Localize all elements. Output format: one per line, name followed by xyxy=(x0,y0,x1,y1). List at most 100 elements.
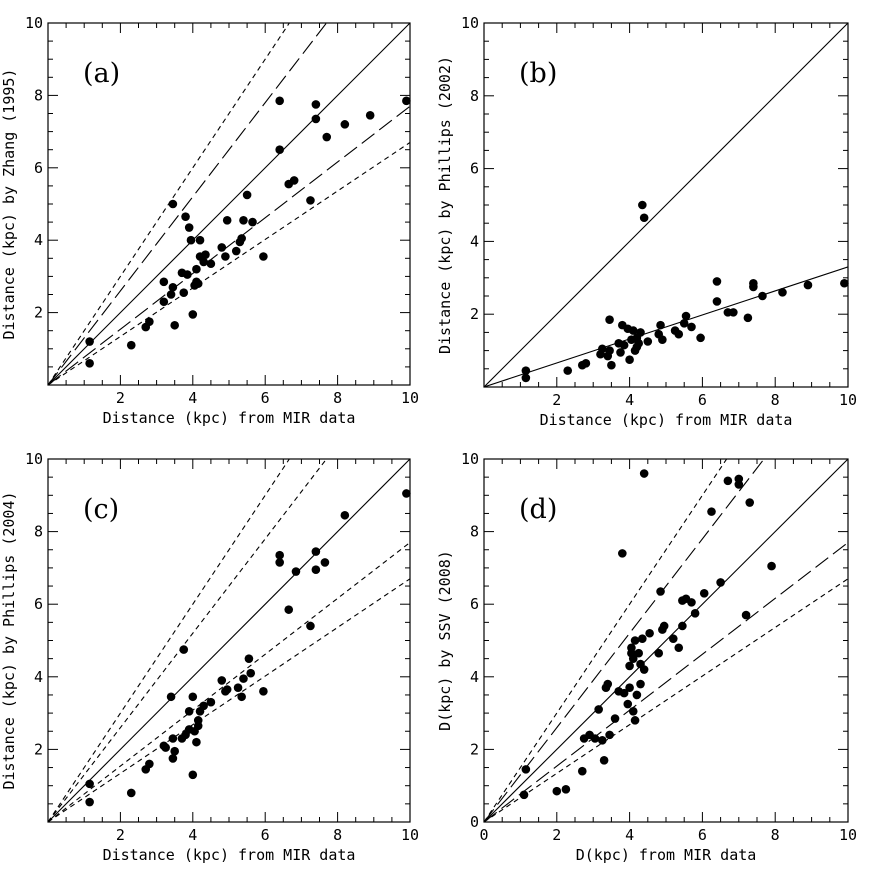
y-tick-label: 10 xyxy=(25,450,43,468)
data-point xyxy=(743,313,753,323)
data-point xyxy=(239,674,248,683)
y-tick-label: 10 xyxy=(461,450,479,468)
x-tick-label: 6 xyxy=(698,826,707,844)
data-point xyxy=(607,360,616,370)
y-tick-label: 8 xyxy=(470,523,479,541)
data-point xyxy=(183,270,192,279)
data-point xyxy=(259,252,268,261)
data-point xyxy=(519,790,529,800)
x-tick-label: 2 xyxy=(552,826,561,844)
x-tick-label: 8 xyxy=(771,826,780,844)
data-point xyxy=(244,654,254,663)
reference-line-short-dash xyxy=(48,459,327,822)
data-point xyxy=(577,766,587,776)
data-point xyxy=(322,132,332,142)
y-tick-label: 4 xyxy=(470,668,479,686)
x-tick-label: 8 xyxy=(771,391,780,409)
y-tick-label: 10 xyxy=(25,14,43,32)
reference-line-long-dash xyxy=(484,542,848,822)
data-point xyxy=(161,743,170,752)
data-point xyxy=(625,683,634,692)
data-point xyxy=(594,705,603,714)
data-point xyxy=(659,621,669,631)
data-point xyxy=(603,679,613,689)
data-point xyxy=(610,714,620,723)
data-point xyxy=(674,329,684,339)
data-point xyxy=(656,587,665,596)
panel-label: (b) xyxy=(519,58,557,89)
data-point xyxy=(840,278,849,288)
data-point xyxy=(674,643,684,653)
data-point xyxy=(221,252,230,261)
data-point xyxy=(767,561,776,571)
reference-line-short-dash xyxy=(484,459,728,822)
data-point xyxy=(563,366,573,375)
data-point xyxy=(199,701,208,711)
data-point xyxy=(681,311,691,321)
data-point xyxy=(275,96,284,106)
data-point xyxy=(625,355,634,365)
data-point xyxy=(193,279,203,288)
reference-line-short-dash xyxy=(48,459,290,822)
data-point xyxy=(729,308,738,317)
x-tick-label: 6 xyxy=(261,826,270,844)
data-point xyxy=(126,788,136,798)
y-tick-label: 6 xyxy=(34,159,43,177)
y-tick-label: 8 xyxy=(34,523,43,541)
reference-line-solid xyxy=(484,23,848,387)
y-tick-label: 6 xyxy=(470,595,479,613)
data-point xyxy=(217,676,227,685)
y-tick-label: 2 xyxy=(470,740,479,758)
data-point xyxy=(632,690,642,700)
x-tick-label: 4 xyxy=(188,389,197,407)
data-point xyxy=(222,215,232,225)
y-tick-label: 6 xyxy=(34,595,43,613)
data-point xyxy=(168,199,178,209)
data-point xyxy=(259,687,268,696)
data-point xyxy=(699,589,709,598)
data-point xyxy=(311,547,321,556)
data-point xyxy=(170,746,179,756)
data-point xyxy=(630,636,640,645)
data-point xyxy=(712,277,722,286)
data-point xyxy=(237,692,246,702)
data-point xyxy=(803,280,813,290)
panel-d: 0 2 4 6 8 10 0 2 4 6 8 10 D(kpc) from MIR data D(kpc)… xyxy=(436,450,857,864)
y-tick-label: 8 xyxy=(34,86,43,104)
data-point xyxy=(168,282,178,292)
data-point xyxy=(605,315,614,324)
data-point xyxy=(159,277,169,287)
data-point xyxy=(521,765,531,774)
data-point xyxy=(639,665,649,674)
data-point xyxy=(233,683,243,692)
data-point xyxy=(636,328,645,337)
data-point xyxy=(598,344,607,354)
data-point xyxy=(723,476,733,486)
data-point xyxy=(217,243,227,252)
x-axis-label: Distance (kpc) from MIR data xyxy=(103,409,356,427)
y-axis-label: Distance (kpc) by Zhang (1995) xyxy=(0,69,18,340)
x-tick-label: 10 xyxy=(401,826,419,844)
data-point xyxy=(181,212,190,221)
data-point xyxy=(184,706,194,716)
data-point xyxy=(184,223,194,232)
data-point xyxy=(590,734,600,743)
panel-c: 2 4 6 8 10 2 4 6 8 10 Distance (kpc) from MIR data… xyxy=(0,450,419,864)
data-point xyxy=(634,339,643,348)
x-tick-label: 4 xyxy=(188,826,197,844)
data-point xyxy=(248,217,257,227)
y-tick-label: 4 xyxy=(470,232,479,250)
y-tick-label: 6 xyxy=(470,160,479,178)
data-point xyxy=(365,111,375,120)
reference-line-solid xyxy=(48,459,410,822)
data-point xyxy=(222,685,232,694)
y-axis-label: Distance (kpc) by Phillips (2004) xyxy=(0,491,18,789)
data-point xyxy=(311,114,321,124)
data-point xyxy=(707,507,716,516)
data-point xyxy=(188,770,198,780)
data-point xyxy=(654,648,664,658)
data-point xyxy=(552,786,562,796)
x-tick-label: 2 xyxy=(116,826,125,844)
data-point xyxy=(85,797,94,807)
reference-line-long-dash xyxy=(48,105,410,385)
